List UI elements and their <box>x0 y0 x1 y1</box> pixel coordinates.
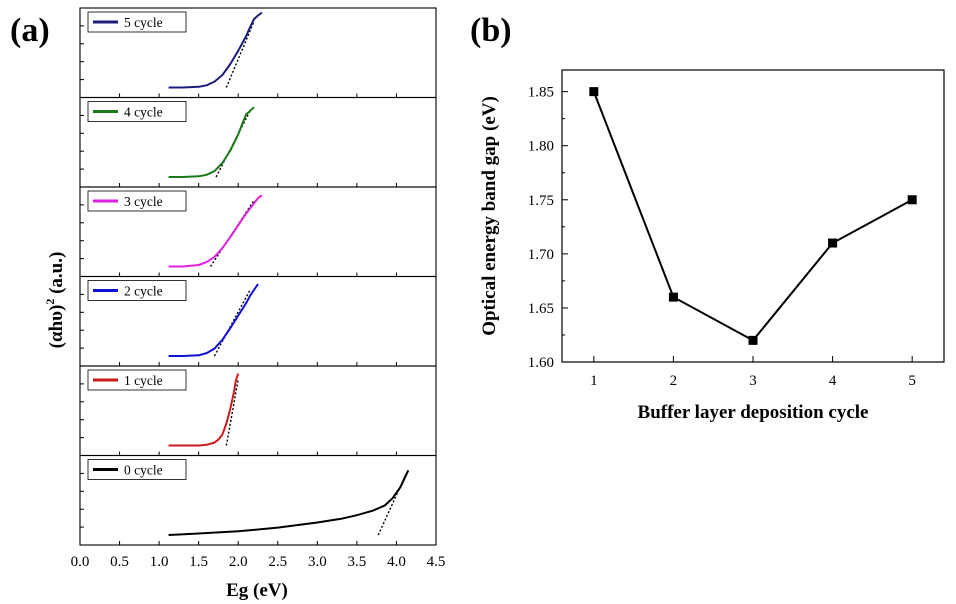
panel-a-subplot: 1 cycle <box>79 365 437 457</box>
subplot-frame <box>79 454 437 546</box>
panel-a-subplot: 3 cycle <box>79 186 437 278</box>
legend-label: 5 cycle <box>124 15 163 30</box>
legend-label: 0 cycle <box>124 463 163 478</box>
panel-b-y-tick-label: 1.75 <box>528 193 554 209</box>
extrapolation-line <box>225 21 255 88</box>
panel-a-x-tick-label: 2.0 <box>229 554 248 570</box>
panel-a-subplot: 5 cycle <box>79 7 437 99</box>
panel-a-x-tick-label: 4.5 <box>427 554 446 570</box>
panel-b-y-axis-title: Optical energy band gap (eV) <box>479 96 500 336</box>
panel-a-stack: 5 cycle 4 cycle 3 cycle 2 cycle 1 cycle 0 cyc… <box>79 7 437 546</box>
series-line-3-cycle <box>168 194 263 268</box>
panel-b-x-axis-title: Buffer layer deposition cycle <box>638 402 869 423</box>
panel-b-x-tick-label: 4 <box>829 373 837 389</box>
panel-b-y-tick-label: 1.70 <box>528 247 554 263</box>
band-gap-point <box>668 292 678 302</box>
panel-a-y-axis-title-sup: 2 <box>43 299 57 305</box>
band-gap-line <box>592 91 913 342</box>
band-gap-point <box>907 195 917 205</box>
panel-a-x-tick-label: 1.0 <box>150 554 169 570</box>
panel-a-x-tick-label: 3.5 <box>348 554 367 570</box>
panel-b-frame <box>561 69 945 363</box>
series-line-5-cycle <box>168 11 263 89</box>
legend-box <box>87 369 187 391</box>
panel-a-x-tick-label: 1.5 <box>189 554 208 570</box>
panel-b-y-tick-label: 1.60 <box>528 355 554 371</box>
legend-box <box>87 190 187 212</box>
panel-b-x-tick-label: 5 <box>908 373 916 389</box>
panel-b-y-tick-label: 1.65 <box>528 301 554 317</box>
panel-b-y-tick-label: 1.80 <box>528 139 554 155</box>
legend-box <box>87 11 187 33</box>
panel-b-data <box>589 87 917 345</box>
legend-label: 3 cycle <box>124 194 163 209</box>
extrapolation-line <box>225 379 239 446</box>
panel-a-x-axis-title: Eg (eV) <box>226 580 288 601</box>
series-line-4-cycle <box>168 106 255 178</box>
panel-a-y-axis-title: (αhυ)2 (a.u.) <box>43 252 67 349</box>
panel-a-subplot: 2 cycle <box>79 275 437 367</box>
panel-b-y-tick-label: 1.85 <box>528 85 554 101</box>
series-line-1-cycle <box>168 373 240 447</box>
panel-a-x-tick-label: 4.0 <box>387 554 406 570</box>
panel-a-x-ticks: 0.0 0.5 1.0 1.5 2.0 2.5 3.0 3.5 4.0 4.5 <box>71 554 446 570</box>
band-gap-point <box>748 335 758 345</box>
series-line-0-cycle <box>168 469 410 536</box>
panel-label-b: (b) <box>470 12 512 49</box>
panel-a-x-tick-label: 2.5 <box>268 554 287 570</box>
panel-a-x-tick-label: 3.0 <box>308 554 327 570</box>
legend-label: 2 cycle <box>124 284 163 299</box>
panel-a-subplot: 0 cycle <box>79 454 437 546</box>
panel-b-x-tick-label: 1 <box>590 373 598 389</box>
panel-a-x-tick-label: 0.5 <box>110 554 129 570</box>
panel-label-a: (a) <box>10 12 50 49</box>
panel-b-x-tick-label: 3 <box>749 373 757 389</box>
legend-box <box>87 101 187 122</box>
extrapolation-line <box>213 289 251 357</box>
legend-label: 4 cycle <box>124 105 163 120</box>
panel-b-ticks: 1 2 3 4 5 1.60 1.65 1.70 1.75 1.80 1.85 <box>528 85 916 389</box>
panel-a-y-axis-title-unit: (a.u.) <box>46 252 67 299</box>
panel-a-x-tick-label: 0.0 <box>71 554 90 570</box>
panel-a-subplot: 4 cycle <box>79 96 437 188</box>
panel-a-y-axis-title-main: (αhυ) <box>46 305 67 349</box>
legend-box <box>87 459 187 480</box>
band-gap-point <box>589 87 599 97</box>
series-line-2-cycle <box>168 283 259 357</box>
legend-label: 1 cycle <box>124 373 163 388</box>
legend-box <box>87 280 187 301</box>
band-gap-point <box>828 238 838 248</box>
panel-b-x-tick-label: 2 <box>670 373 678 389</box>
